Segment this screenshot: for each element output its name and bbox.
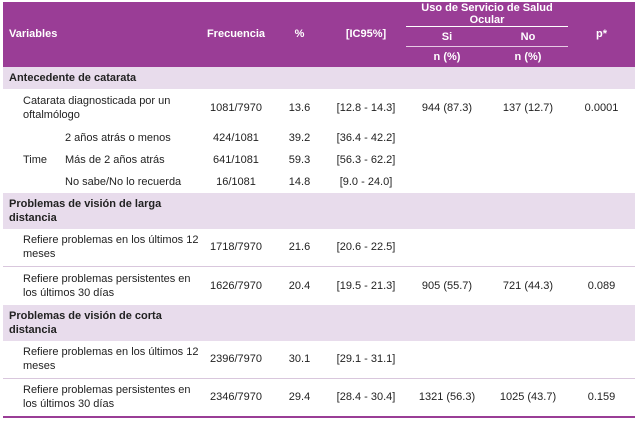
cell-si [406, 340, 488, 379]
section-row: Antecedente de catarata [3, 66, 635, 89]
section-row: Problemas de visión de corta distancia [3, 304, 635, 341]
time-label: Time [23, 153, 48, 166]
cell-frecuencia: 16/1081 [199, 170, 273, 193]
table-row: 2 años atrás o menos 424/1081 39.2 [36.4… [3, 126, 635, 149]
cell-p [568, 228, 635, 267]
cell-frecuencia: 641/1081 [199, 148, 273, 171]
row-label: Refiere problemas persistentes en los úl… [3, 266, 199, 305]
cell-si [406, 228, 488, 267]
cell-frecuencia: 2346/7970 [199, 378, 273, 418]
cell-frecuencia: 1626/7970 [199, 266, 273, 305]
cell-ic95: [56.3 - 62.2] [326, 148, 406, 171]
cell-percent: 14.8 [273, 170, 326, 193]
cell-ic95: [20.6 - 22.5] [326, 228, 406, 267]
cell-no: 137 (12.7) [488, 88, 568, 127]
cell-no: 1025 (43.7) [488, 378, 568, 418]
row-label: Catarata diagnosticada por un oftalmólog… [3, 88, 199, 127]
col-header-ic95: [IC95%] [326, 2, 406, 67]
col-header-variables: Variables [3, 2, 199, 67]
table-row: Refiere problemas en los últimos 12 mese… [3, 228, 635, 267]
cell-frecuencia: 2396/7970 [199, 340, 273, 379]
cell-p: 0.089 [568, 266, 635, 305]
cell-ic95: [12.8 - 14.3] [326, 88, 406, 127]
row-label: Refiere problemas persistentes en los úl… [3, 378, 199, 418]
cell-percent: 29.4 [273, 378, 326, 418]
cell-si: 944 (87.3) [406, 88, 488, 127]
cell-percent: 30.1 [273, 340, 326, 379]
section-title: Problemas de visión de corta distancia [9, 309, 162, 336]
col-header-n-no: n (%) [488, 46, 568, 67]
section-title: Problemas de visión de larga distancia [9, 197, 162, 224]
table-row: Refiere problemas persistentes en los úl… [3, 266, 635, 305]
cell-frecuencia: 1718/7970 [199, 228, 273, 267]
data-table: Variables Frecuencia % [IC95%] Uso de Se… [3, 2, 635, 418]
row-label: No sabe/No lo recuerda [3, 170, 199, 193]
cell-p: 0.0001 [568, 88, 635, 127]
col-header-no: No [488, 26, 568, 47]
cell-frecuencia: 1081/7970 [199, 88, 273, 127]
col-header-si: Si [406, 26, 488, 47]
table-row: Time Más de 2 años atrás 641/1081 59.3 [5… [3, 148, 635, 171]
cell-no [488, 228, 568, 267]
section-row: Problemas de visión de larga distancia [3, 192, 635, 229]
table-row: No sabe/No lo recuerda 16/1081 14.8 [9.0… [3, 170, 635, 193]
col-header-percent: % [273, 2, 326, 67]
cell-ic95: [19.5 - 21.3] [326, 266, 406, 305]
cell-p: 0.159 [568, 378, 635, 418]
table-row: Refiere problemas en los últimos 12 mese… [3, 340, 635, 379]
row-label: Más de 2 años atrás [65, 153, 165, 166]
cell-si: 1321 (56.3) [406, 378, 488, 418]
cell-si: 905 (55.7) [406, 266, 488, 305]
cell-no: 721 (44.3) [488, 266, 568, 305]
cell-percent: 13.6 [273, 88, 326, 127]
cell-p [568, 340, 635, 379]
table-row: Catarata diagnosticada por un oftalmólog… [3, 88, 635, 127]
col-header-p: p* [568, 2, 635, 67]
cell-ic95: [28.4 - 30.4] [326, 378, 406, 418]
col-header-frecuencia: Frecuencia [199, 2, 273, 67]
cell-percent: 39.2 [273, 126, 326, 149]
row-label: Refiere problemas en los últimos 12 mese… [3, 228, 199, 267]
section-title: Antecedente de catarata [3, 66, 635, 89]
cell-percent: 59.3 [273, 148, 326, 171]
col-header-n-si: n (%) [406, 46, 488, 67]
table-row: Refiere problemas persistentes en los úl… [3, 378, 635, 418]
cell-frecuencia: 424/1081 [199, 126, 273, 149]
col-header-uso-servicio: Uso de Servicio de Salud Ocular [406, 2, 568, 27]
row-label: 2 años atrás o menos [3, 126, 199, 149]
cell-ic95: [29.1 - 31.1] [326, 340, 406, 379]
cell-percent: 20.4 [273, 266, 326, 305]
cell-ic95: [36.4 - 42.2] [326, 126, 406, 149]
cell-percent: 21.6 [273, 228, 326, 267]
cell-no [488, 340, 568, 379]
cell-ic95: [9.0 - 24.0] [326, 170, 406, 193]
row-label: Refiere problemas en los últimos 12 mese… [3, 340, 199, 379]
